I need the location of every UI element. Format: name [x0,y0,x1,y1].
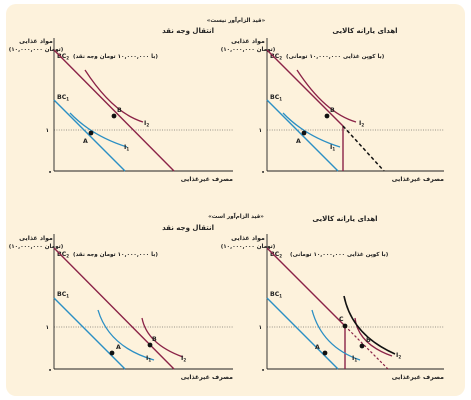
bc1-line [266,297,339,370]
panel-title: انتقال وجه نقد [162,27,214,35]
y-tick-label: ۱ [259,128,262,134]
y-axis-unit: (۱۰,۰۰۰,۰۰۰ تومان) [9,47,64,53]
indifference-curve-i2 [141,317,184,358]
x-axis-label: مصرف غیرغذایی [181,176,233,183]
point-b-label: B [152,336,157,343]
bc2-line [53,247,175,370]
panel-voucher-bottom: اهدای یارانه کالایی مواد غذایی (۱۰,۰۰۰,۰… [221,215,444,381]
panel-title: انتقال وجه نقد [162,224,214,232]
bc1-label: BC1 [270,94,282,102]
i1-label: I1 [330,144,335,152]
y-axis-unit: (۱۰,۰۰۰,۰۰۰ تومان) [221,47,276,53]
y-axis-label: مواد غذایی [19,235,53,242]
i1-label: I1 [124,144,129,152]
bc1-line [53,297,126,370]
bc1-line [53,99,126,172]
panel-title: اهدای یارانه کالایی [312,215,377,223]
bc2-line [266,247,346,327]
panel-title: اهدای یارانه کالایی [332,27,397,35]
x-axis-label: مصرف غیرغذایی [181,374,233,381]
bc2-note: (با ۱۰,۰۰۰,۰۰۰ تومان وجه نقد) [73,54,158,60]
bc2-note: (با کوپن غذایی ۱۰,۰۰۰,۰۰۰ تومانی) [286,53,385,60]
bc2-note: (با کوپن غذایی ۱۰,۰۰۰,۰۰۰ تومانی) [290,251,389,258]
origin-label: • [261,170,265,176]
y-axis-unit: (۱۰,۰۰۰,۰۰۰ تومان) [221,244,276,250]
panel-cash-bottom: انتقال وجه نقد مواد غذایی (۱۰,۰۰۰,۰۰۰ تو… [9,224,233,381]
indifference-curve-i1 [311,309,361,361]
i2-label: I2 [359,120,364,128]
panel-voucher-top: اهدای یارانه کالایی مواد غذایی (۱۰,۰۰۰,۰… [221,27,444,183]
origin-label: • [48,170,52,176]
i1-label: I1 [352,355,357,363]
bc2-label: BC2 [57,251,69,259]
point-b-marker [147,342,153,348]
section-title-binding: «قید الزام‌آور است» [208,212,264,220]
indifference-curve-i2-red [354,317,393,357]
bc1-label: BC1 [270,291,282,299]
point-a-label: A [296,138,301,145]
point-a-marker [88,130,94,136]
y-axis-label: مواد غذایی [231,235,265,242]
bc1-line [266,99,339,172]
point-a-marker [109,350,115,356]
point-c-marker [342,323,348,329]
bc2-label: BC2 [57,53,69,61]
point-a-marker [301,130,307,136]
point-b-marker [111,113,117,119]
x-axis-label: مصرف غیرغذایی [392,374,444,381]
indifference-curve-i2 [296,69,357,123]
point-b-marker [359,343,365,349]
y-tick-label: ۱ [46,128,49,134]
point-a-marker [322,350,328,356]
origin-label: • [261,368,265,374]
point-a-label: A [315,344,320,351]
i2-label: I2 [396,352,401,360]
i2-label: I2 [181,355,186,363]
bc1-label: BC1 [57,94,69,102]
panel-cash-top: انتقال وجه نقد مواد غذایی (۱۰,۰۰۰,۰۰۰ تو… [9,27,233,183]
point-a-label: A [116,344,121,351]
x-axis-label: مصرف غیرغذایی [392,176,444,183]
i1-label: I1 [146,355,151,363]
point-b-marker [324,113,330,119]
bc2-label: BC2 [270,53,282,61]
point-b-label: B [117,107,122,114]
indifference-curve-i2 [343,295,396,355]
point-b-label: B [330,107,335,114]
bc2-line [266,49,344,127]
indifference-curve-i1 [97,309,155,361]
bc2-note: (با ۱۰,۰۰۰,۰۰۰ تومان وجه نقد) [73,252,158,258]
indifference-curve-i1 [69,112,128,148]
y-tick-label: ۱ [259,325,262,331]
y-axis-unit: (۱۰,۰۰۰,۰۰۰ تومان) [9,244,64,250]
point-a-label: A [83,138,88,145]
bc2-line [53,49,175,172]
section-title-not-binding: «قید الزام‌آور نیست» [207,16,266,24]
bc2-label: BC2 [270,251,282,259]
bc2-unavailable-segment [342,125,385,172]
origin-label: • [48,368,52,374]
bc2-unavailable-segment [344,325,389,370]
bc1-label: BC1 [57,291,69,299]
indifference-curve-i1 [282,112,341,148]
y-axis-label: مواد غذایی [19,38,53,45]
y-axis-label: مواد غذایی [231,38,265,45]
y-tick-label: ۱ [46,325,49,331]
i2-label: I2 [144,120,149,128]
point-c-label: C [339,316,344,323]
figure-background [6,4,465,396]
point-b-label: B [366,337,371,344]
indifference-curve-i2 [84,69,144,123]
